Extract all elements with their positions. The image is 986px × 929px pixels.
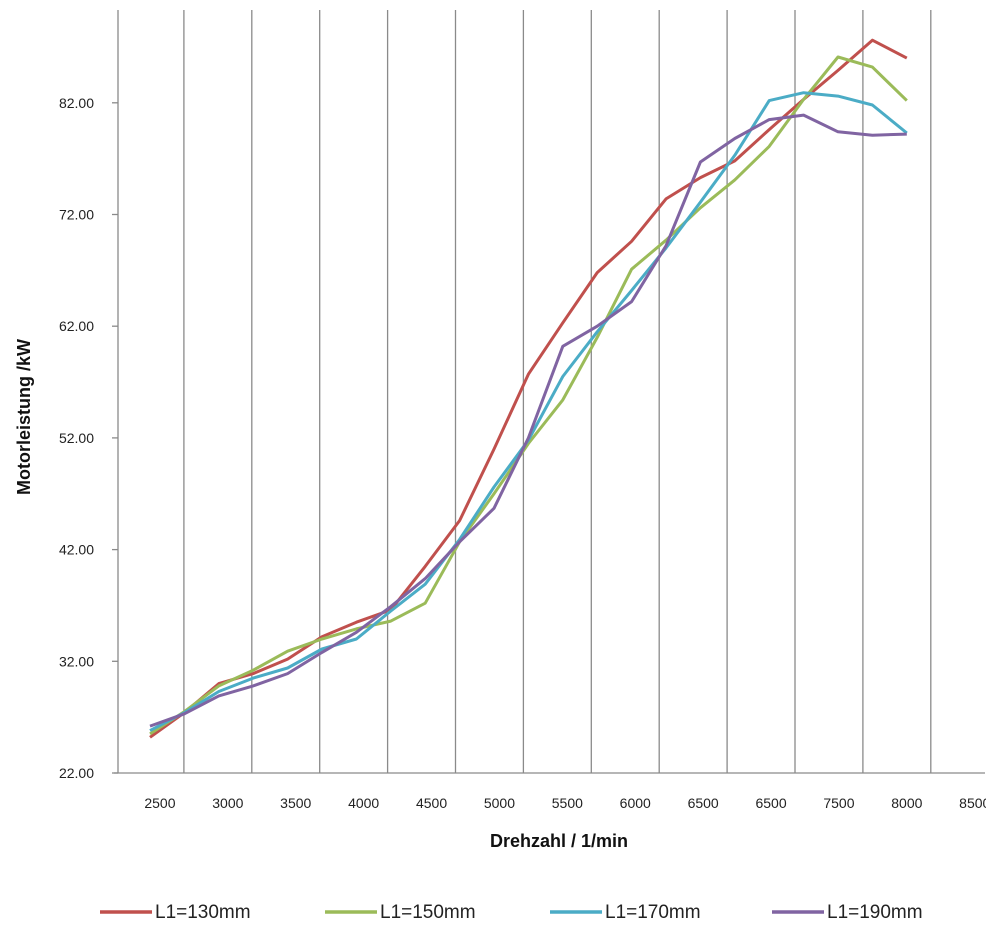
legend-label: L1=190mm: [827, 902, 923, 923]
series-line-l1-150mm: [149, 55, 908, 736]
axes: [112, 10, 985, 774]
series-line-l1-190mm: [149, 113, 907, 728]
y-axis-title: Motorleistung /kW: [14, 339, 34, 495]
legend-label: L1=130mm: [155, 902, 251, 923]
y-tick-label: 52.00: [59, 430, 94, 446]
legend-item: L1=150mm: [325, 902, 476, 923]
x-tick-label: 3000: [212, 795, 243, 811]
x-tick-label: 2500: [144, 795, 175, 811]
legend: L1=130mm L1=150mm L1=170mm L1=190mm: [100, 902, 923, 923]
x-tick-label: 6500: [688, 795, 719, 811]
x-tick-label: 5000: [484, 795, 515, 811]
x-tick-label: 3500: [280, 795, 311, 811]
legend-item: L1=170mm: [550, 902, 701, 923]
y-tick-label: 32.00: [59, 653, 94, 669]
legend-item: L1=190mm: [772, 902, 923, 923]
legend-label: L1=150mm: [380, 902, 476, 923]
series-line-l1-170mm: [149, 91, 908, 732]
legend-item: L1=130mm: [100, 902, 251, 923]
gridlines: [183, 10, 932, 773]
x-tick-label: 4000: [348, 795, 379, 811]
y-tick-label: 82.00: [59, 95, 94, 111]
x-tick-label: 7500: [823, 795, 854, 811]
x-axis-title: Drehzahl / 1/min: [490, 831, 628, 851]
x-tick-label: 8500: [959, 795, 986, 811]
x-tick-label: 4500: [416, 795, 447, 811]
x-tick-label: 6000: [620, 795, 651, 811]
y-tick-label: 62.00: [59, 318, 94, 334]
y-tick-label: 42.00: [59, 542, 94, 558]
y-tick-label: 72.00: [59, 207, 94, 223]
x-tick-label: 8000: [891, 795, 922, 811]
y-tick-label: 22.00: [59, 765, 94, 781]
series-lines: [149, 38, 908, 739]
legend-label: L1=170mm: [605, 902, 701, 923]
x-tick-label: 6500: [755, 795, 786, 811]
x-tick-label: 5500: [552, 795, 583, 811]
tick-labels: 22.00 32.00 42.00 52.00 62.00 72.00 82.00 2500 3…: [59, 95, 986, 811]
series-line-l1-130mm: [149, 38, 908, 739]
